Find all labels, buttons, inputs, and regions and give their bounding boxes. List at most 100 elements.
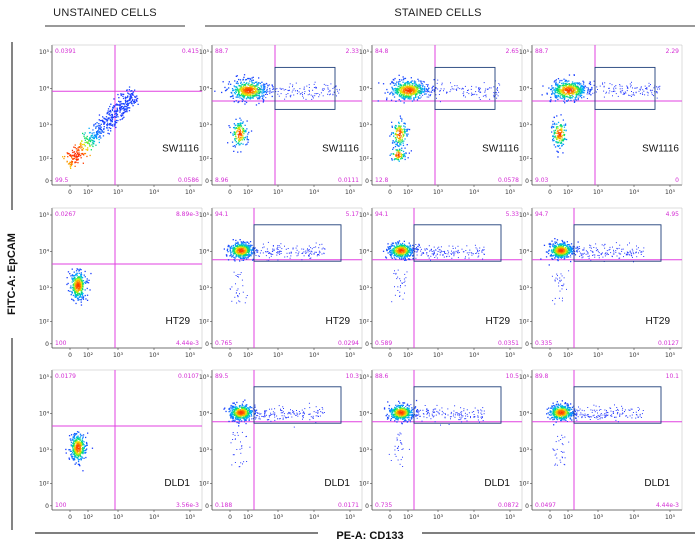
x-tick-label: 10⁵ bbox=[185, 189, 196, 196]
y-tick-label: 10² bbox=[519, 155, 530, 162]
cd133-positive-gate-box bbox=[274, 66, 336, 110]
x-tick-label: 10⁴ bbox=[629, 189, 640, 196]
y-tick-label: 10³ bbox=[39, 122, 50, 129]
quadrant-ur-value: 2.29 bbox=[666, 48, 680, 55]
y-tick-label: 10² bbox=[199, 155, 210, 162]
x-tick-label: 10² bbox=[563, 189, 574, 196]
y-tick-label: 0 bbox=[45, 503, 49, 510]
event-dots bbox=[214, 74, 340, 153]
y-tick-label: 10⁵ bbox=[39, 374, 50, 381]
cell-line-label: HT29 bbox=[486, 316, 511, 327]
quadrant-ur-value: 4.95 bbox=[666, 211, 680, 218]
x-tick-label: 10⁵ bbox=[665, 189, 676, 196]
y-tick-label: 10³ bbox=[359, 122, 370, 129]
x-tick-label: 10⁴ bbox=[469, 189, 480, 196]
cell-line-label: HT29 bbox=[326, 316, 351, 327]
y-tick-label: 0 bbox=[365, 503, 369, 510]
cd133-positive-gate-box bbox=[594, 66, 656, 110]
y-tick-label: 10² bbox=[39, 155, 50, 162]
x-tick-label: 10⁵ bbox=[185, 514, 196, 521]
flow-panel: 10⁵ 10⁴ 10³ 10² 0 0 10² 10³ 10⁴ 10⁵ 89.5 10.3 0.188 0… bbox=[199, 369, 363, 521]
x-tick-label: 10² bbox=[403, 514, 414, 521]
flow-panel: 10⁵ 10⁴ 10³ 10² 0 0 10² 10³ 10⁴ 10⁵ 0.0267 8.89e-3 1… bbox=[39, 207, 203, 359]
quadrant-lr-value: 0.0294 bbox=[338, 340, 359, 347]
y-tick-label: 0 bbox=[365, 341, 369, 348]
quadrant-ul-value: 0.0267 bbox=[55, 211, 76, 218]
panel-grid: 10⁵ 10⁴ 10³ 10² 0 0 10² 10³ 10⁴ 10⁵ 0.0391 0.415 99.… bbox=[39, 44, 683, 521]
y-tick-label: 10² bbox=[39, 480, 50, 487]
x-tick-label: 0 bbox=[548, 514, 552, 521]
y-tick-label: 0 bbox=[205, 178, 209, 185]
y-tick-label: 10⁵ bbox=[39, 212, 50, 219]
quadrant-lr-value: 0.0578 bbox=[498, 177, 519, 184]
quadrant-ul-value: 0.0179 bbox=[55, 373, 76, 380]
y-tick-label: 10⁴ bbox=[39, 248, 50, 255]
x-tick-label: 10³ bbox=[433, 352, 444, 359]
y-tick-label: 10⁵ bbox=[359, 212, 370, 219]
x-tick-label: 10⁵ bbox=[345, 189, 356, 196]
y-tick-label: 10⁴ bbox=[39, 85, 50, 92]
x-tick-label: 10⁵ bbox=[505, 352, 516, 359]
x-tick-label: 10⁴ bbox=[309, 514, 320, 521]
quadrant-lr-value: 0.0586 bbox=[178, 177, 199, 184]
y-tick-label: 10³ bbox=[199, 285, 210, 292]
x-tick-label: 10⁴ bbox=[309, 189, 320, 196]
x-tick-label: 10² bbox=[563, 352, 574, 359]
quadrant-ur-value: 0.0107 bbox=[178, 373, 199, 380]
quadrant-ll-value: 12.8 bbox=[375, 177, 389, 184]
y-tick-label: 10⁵ bbox=[359, 49, 370, 56]
quadrant-ll-value: 0.735 bbox=[375, 502, 392, 509]
quadrant-ul-value: 0.0391 bbox=[55, 48, 76, 55]
quadrant-ul-value: 88.6 bbox=[375, 373, 389, 380]
y-tick-label: 10³ bbox=[359, 285, 370, 292]
event-dots bbox=[66, 268, 92, 306]
quadrant-lr-value: 0.0127 bbox=[658, 340, 679, 347]
x-tick-label: 10² bbox=[403, 352, 414, 359]
cell-line-label: SW1116 bbox=[162, 143, 199, 154]
y-tick-label: 10⁴ bbox=[199, 85, 210, 92]
x-axis-title-mask bbox=[318, 526, 422, 540]
quadrant-ll-value: 0.0497 bbox=[535, 502, 556, 509]
quadrant-ur-value: 2.65 bbox=[506, 48, 520, 55]
y-tick-label: 10² bbox=[519, 480, 530, 487]
x-tick-label: 10⁴ bbox=[309, 352, 320, 359]
x-tick-label: 0 bbox=[388, 352, 392, 359]
quadrant-ll-value: 100 bbox=[55, 502, 67, 509]
header-stained: STAINED CELLS bbox=[394, 7, 481, 19]
quadrant-ll-value: 0.589 bbox=[375, 340, 392, 347]
x-tick-label: 0 bbox=[228, 514, 232, 521]
quadrant-lr-value: 4.44e-3 bbox=[656, 502, 679, 509]
x-tick-label: 10⁴ bbox=[149, 514, 160, 521]
y-tick-label: 10³ bbox=[519, 447, 530, 454]
event-dots bbox=[377, 74, 501, 162]
x-tick-label: 10⁴ bbox=[469, 514, 480, 521]
x-tick-label: 10² bbox=[563, 514, 574, 521]
header-unstained: UNSTAINED CELLS bbox=[53, 7, 157, 19]
y-tick-label: 10⁴ bbox=[39, 410, 50, 417]
x-tick-label: 10³ bbox=[593, 514, 604, 521]
y-tick-label: 10³ bbox=[39, 447, 50, 454]
quadrant-lr-value: 3.56e-3 bbox=[176, 502, 199, 509]
x-tick-label: 10² bbox=[243, 352, 254, 359]
y-tick-label: 10⁵ bbox=[199, 212, 210, 219]
quadrant-ll-value: 99.5 bbox=[55, 177, 69, 184]
y-tick-label: 0 bbox=[525, 341, 529, 348]
x-tick-label: 0 bbox=[68, 189, 72, 196]
cd133-positive-gate-box bbox=[413, 386, 502, 424]
x-tick-label: 10² bbox=[243, 189, 254, 196]
y-tick-label: 10⁵ bbox=[39, 49, 50, 56]
y-tick-label: 10³ bbox=[519, 122, 530, 129]
quadrant-ur-value: 5.17 bbox=[346, 211, 360, 218]
event-dots bbox=[223, 239, 326, 304]
cell-line-label: HT29 bbox=[166, 316, 191, 327]
y-tick-label: 10⁴ bbox=[519, 410, 530, 417]
x-tick-label: 0 bbox=[228, 189, 232, 196]
x-tick-label: 10⁵ bbox=[505, 189, 516, 196]
y-tick-label: 10³ bbox=[199, 447, 210, 454]
event-dots bbox=[65, 431, 94, 472]
x-tick-label: 10² bbox=[83, 352, 94, 359]
event-dots bbox=[62, 86, 139, 169]
y-tick-label: 10⁴ bbox=[519, 248, 530, 255]
